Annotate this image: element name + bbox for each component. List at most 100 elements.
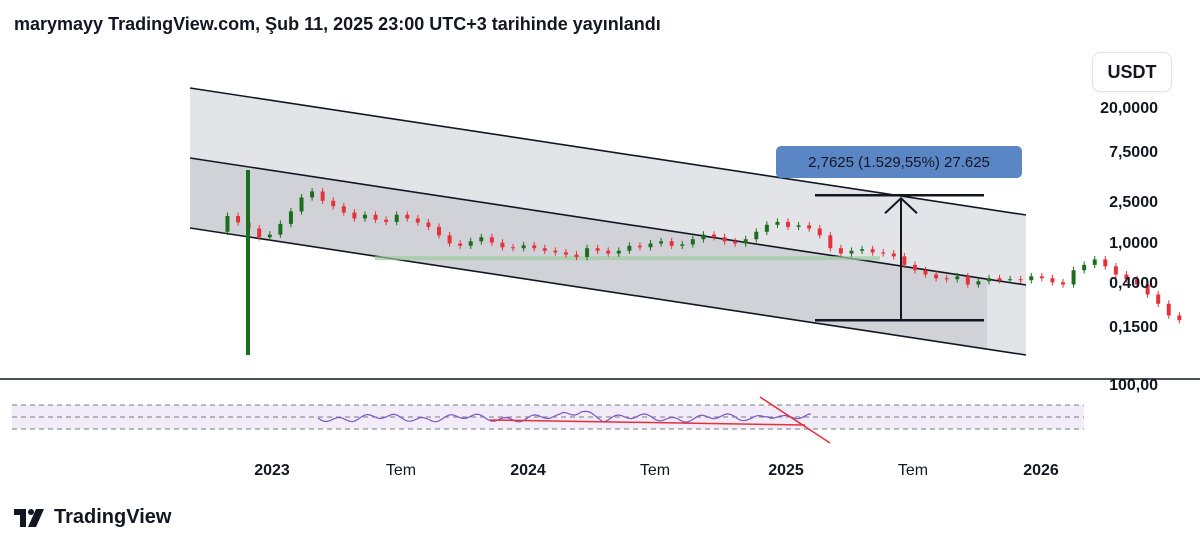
candle-body xyxy=(1103,259,1108,267)
candle-body xyxy=(648,243,653,248)
candle-body xyxy=(384,219,389,222)
candle xyxy=(912,261,917,274)
candle-body xyxy=(352,212,357,219)
candle-body xyxy=(1071,270,1076,285)
x-tick-label: 2026 xyxy=(1023,462,1059,479)
rsi-tick-label: 100,00 xyxy=(1109,377,1158,394)
candle-body xyxy=(542,248,547,251)
candle xyxy=(1113,262,1118,278)
candle xyxy=(701,231,706,243)
candle-body xyxy=(860,249,865,251)
candle xyxy=(574,251,579,261)
candle-body xyxy=(1061,282,1066,285)
candle-body xyxy=(711,234,716,238)
candle-body xyxy=(923,270,928,275)
candle-body xyxy=(595,248,600,251)
measure-label: 2,7625 (1.529,55%) 27.625 xyxy=(776,146,1022,178)
candle xyxy=(838,244,843,257)
y-tick-label: 0,1500 xyxy=(1109,319,1158,337)
candle-body xyxy=(764,224,769,232)
candle-body xyxy=(373,214,378,220)
candle xyxy=(870,245,875,256)
candle-body xyxy=(320,191,325,201)
candle xyxy=(944,274,949,283)
candle-body xyxy=(796,225,801,227)
candle xyxy=(902,252,907,269)
candle xyxy=(1071,266,1076,288)
candle-body xyxy=(902,256,907,265)
candle-body xyxy=(616,250,621,254)
candle-body xyxy=(828,235,833,249)
candle xyxy=(637,242,642,251)
candle xyxy=(754,228,759,243)
candle-body xyxy=(521,245,526,249)
candle-body xyxy=(881,252,886,254)
support-line-layer xyxy=(375,256,880,261)
candle-body xyxy=(606,250,611,254)
candle xyxy=(669,237,674,250)
candle-body xyxy=(955,276,960,280)
tradingview-brand: TradingView xyxy=(54,506,172,528)
candle xyxy=(659,237,664,247)
candle xyxy=(521,241,526,252)
candle-body xyxy=(447,235,452,244)
candle-body xyxy=(1029,276,1034,281)
publish-header: marymayy TradingView.com, Şub 11, 2025 2… xyxy=(14,14,661,34)
candle-body xyxy=(944,278,949,280)
candle xyxy=(500,239,505,251)
candle xyxy=(310,188,315,201)
candle xyxy=(616,247,621,257)
tradingview-logo-icon xyxy=(14,508,44,527)
channel-upper-line xyxy=(189,87,1027,216)
candle xyxy=(786,218,791,231)
candle-body xyxy=(225,215,230,232)
candle xyxy=(1050,274,1055,286)
channel-mid-line xyxy=(189,157,1027,286)
candle xyxy=(955,272,960,283)
candle xyxy=(923,266,928,278)
candle xyxy=(796,221,801,231)
candle xyxy=(849,247,854,257)
candle xyxy=(1092,256,1097,269)
candle-body xyxy=(1092,259,1097,265)
candle-body xyxy=(1039,276,1044,279)
candle xyxy=(690,235,695,248)
candle-body xyxy=(479,237,484,242)
candle-body xyxy=(500,242,505,248)
candle xyxy=(299,194,304,215)
candle-body xyxy=(775,221,780,225)
candle xyxy=(711,231,716,241)
candle xyxy=(384,216,389,226)
candle xyxy=(1029,272,1034,284)
x-tick-label: Tem xyxy=(897,462,929,479)
candle xyxy=(997,274,1002,284)
candle-body xyxy=(1166,303,1171,316)
candle xyxy=(479,233,484,245)
candle xyxy=(511,243,516,252)
candle-body xyxy=(288,211,293,224)
candle xyxy=(362,211,367,222)
candle-body xyxy=(310,191,315,198)
candle-body xyxy=(690,239,695,245)
candle xyxy=(563,248,568,258)
candle-body xyxy=(838,248,843,254)
candle-body xyxy=(1124,274,1129,280)
candle-body xyxy=(458,243,463,246)
candle-body xyxy=(849,250,854,254)
candle xyxy=(415,215,420,226)
candle xyxy=(1145,281,1150,298)
candle-body xyxy=(1082,264,1087,271)
candle-body xyxy=(722,237,727,242)
candle xyxy=(722,233,727,245)
candle-body xyxy=(511,247,516,249)
candle xyxy=(764,221,769,236)
candle-body xyxy=(743,239,748,244)
candle xyxy=(627,242,632,255)
candle xyxy=(288,207,293,228)
candle-body xyxy=(331,200,336,207)
candle xyxy=(595,244,600,255)
candle xyxy=(1177,312,1182,324)
currency-button[interactable]: USDT xyxy=(1092,52,1172,92)
rsi-line xyxy=(317,410,812,423)
